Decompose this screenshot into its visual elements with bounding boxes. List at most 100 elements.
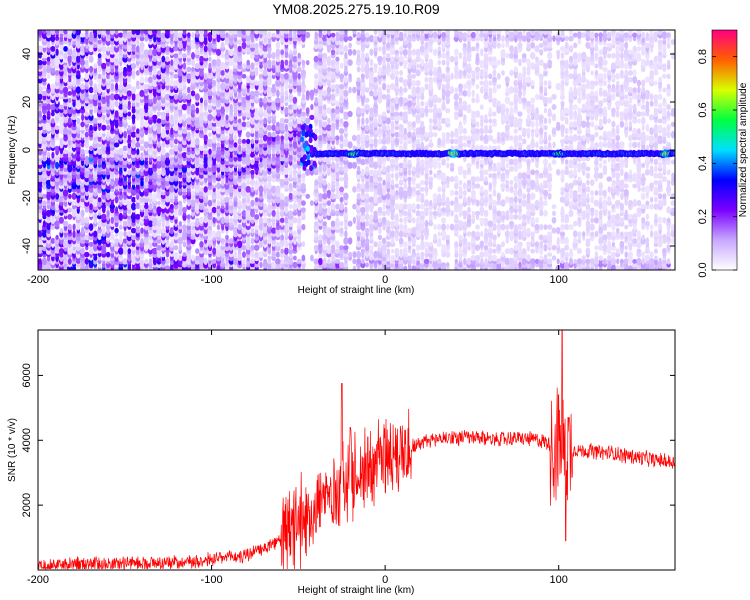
spectrogram-cell <box>118 32 124 38</box>
spectrogram-cell <box>190 70 196 76</box>
spectrogram-cell <box>275 195 281 204</box>
spectrogram-cell <box>241 138 247 144</box>
spectrogram-cell <box>127 83 132 90</box>
spectrogram-cell <box>181 128 188 135</box>
spectrogram-cell <box>343 45 348 53</box>
spectrogram-cell <box>335 100 340 107</box>
spectrogram-cell <box>403 247 408 255</box>
spectrogram-cell <box>42 125 47 131</box>
spectrogram-cell <box>233 30 238 35</box>
spectrogram-cell <box>63 127 69 135</box>
spectrogram-cell <box>147 247 154 255</box>
spectrogram-cell <box>164 138 171 145</box>
spectrogram-cell <box>58 104 65 110</box>
spectrogram-cell <box>216 199 221 207</box>
spectrogram-cell <box>139 30 145 35</box>
spectrogram-cell <box>42 220 47 228</box>
spectrogram-cell <box>190 199 196 207</box>
spectrogram-cell <box>330 193 336 200</box>
spectrogram-cell <box>118 212 124 221</box>
spectrogram-cell <box>148 234 153 240</box>
spectrogram-cell <box>84 234 90 241</box>
spectrogram-cell <box>241 73 247 79</box>
spectrogram-cell <box>245 193 251 200</box>
spectrogram-cell <box>411 186 416 193</box>
spectrogram-cell <box>229 217 234 223</box>
spectrogram-cell <box>135 93 141 101</box>
spectrogram-cell <box>143 120 149 128</box>
spectrogram-cell <box>106 209 110 217</box>
spectrogram-cell <box>173 245 179 251</box>
spectrogram-cell <box>84 155 89 162</box>
spectrogram-cell <box>378 217 382 223</box>
spectrogram-cell <box>395 189 399 196</box>
spectrogram-cell <box>216 189 221 197</box>
spectrogram-cell <box>126 231 132 237</box>
spectrogram-cell <box>402 190 408 196</box>
spectrogram-cell <box>62 39 69 45</box>
spectrogram-cell <box>186 66 192 73</box>
spectrogram-cell <box>361 52 365 60</box>
spectrogram-cell <box>411 237 417 245</box>
spectrogram-cell <box>131 196 137 203</box>
spectrogram-cell <box>419 203 425 210</box>
spectrogram-cell <box>122 151 128 159</box>
spectrogram-cell <box>130 227 137 234</box>
spectrogram-cell <box>309 114 315 120</box>
spectrogram-cell <box>398 179 404 186</box>
spectrogram-cell <box>326 56 331 63</box>
spectrogram-cell <box>377 182 383 190</box>
spectrogram-cell <box>173 53 179 59</box>
spectrogram-cell <box>377 128 383 135</box>
spectrogram-cell <box>318 234 323 241</box>
spectrogram-cell <box>279 117 285 124</box>
spectrogram-cell <box>389 72 396 80</box>
spectrogram-cell <box>343 89 349 97</box>
spectrogram-cell <box>139 35 145 42</box>
spectrogram-cell <box>161 55 166 63</box>
spectrogram-cell <box>42 59 47 66</box>
spectrogram-cell <box>93 212 98 221</box>
spectrogram-cell <box>164 93 171 101</box>
spectrogram-cell <box>194 156 200 162</box>
spectrogram-cell <box>347 36 353 42</box>
spectrogram-cell <box>105 94 111 100</box>
spectrogram-cell <box>186 73 192 80</box>
spectrogram-cell <box>170 30 174 35</box>
spectrogram-cell <box>144 258 149 265</box>
spectrogram-cell <box>212 230 217 238</box>
spectrogram-cell <box>284 196 289 204</box>
spectrogram-cell <box>122 258 128 265</box>
spectrogram-cell <box>339 128 345 135</box>
spectrogram-cell <box>402 241 408 248</box>
spectrogram-cell <box>212 79 217 87</box>
spectrogram-cell <box>203 30 208 36</box>
spectrogram-cell <box>67 55 73 64</box>
spectrogram-cell <box>84 72 90 81</box>
spectrogram-cell <box>352 216 356 224</box>
spectrogram-cell <box>314 73 319 80</box>
spectrogram-cell <box>79 107 86 114</box>
spectrogram-cell <box>46 134 51 142</box>
spectrogram-cell <box>42 77 47 83</box>
spectrogram-cell <box>110 241 115 248</box>
spectrogram-cell <box>415 138 421 145</box>
spectrogram-cell <box>165 30 170 35</box>
spectrogram-cell <box>76 55 81 63</box>
spectrogram-cell <box>267 203 272 210</box>
spectrogram-cell <box>169 240 175 248</box>
spectrogram-cell <box>80 216 85 225</box>
spectrogram-cell <box>322 62 328 70</box>
spectrogram-cell <box>314 128 319 134</box>
spectrogram-cell <box>191 254 195 262</box>
spectrogram-cell <box>369 48 374 56</box>
spectrogram-cell <box>101 96 107 105</box>
spectrogram-cell <box>42 193 47 199</box>
spectrogram-cell <box>54 56 60 62</box>
spectrogram-cell <box>59 137 64 145</box>
spectrogram-cell <box>258 138 264 145</box>
spectrogram-cell <box>391 179 395 187</box>
spectrogram-cell <box>237 121 243 128</box>
spectrogram-cell <box>101 234 107 240</box>
